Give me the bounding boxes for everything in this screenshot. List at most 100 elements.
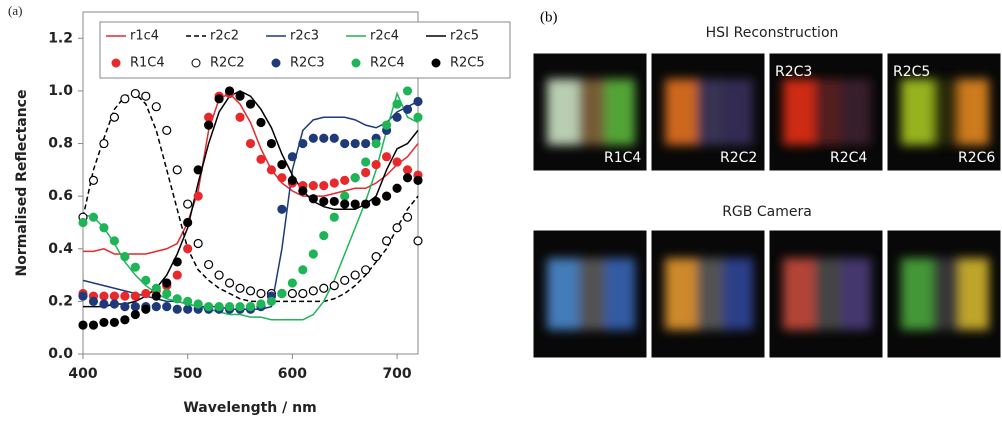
y-tick-label: 0.0 (48, 346, 73, 362)
data-point (402, 86, 413, 96)
data-point (109, 236, 120, 246)
y-tick-label: 0.6 (48, 188, 73, 204)
image-region (959, 78, 989, 146)
data-point (193, 238, 203, 249)
data-point (172, 270, 182, 280)
legend-label: R2C3 (290, 56, 325, 71)
data-point (350, 173, 360, 183)
data-point (277, 173, 287, 183)
data-point (204, 112, 214, 122)
data-point (361, 138, 371, 149)
data-point (319, 133, 329, 143)
data-point (371, 196, 381, 207)
image-label: R2C3 (775, 64, 812, 80)
data-point (235, 283, 245, 293)
data-point (413, 236, 423, 246)
data-point (204, 120, 214, 130)
data-point (130, 291, 140, 301)
image-label: R2C4 (830, 150, 867, 166)
image-region (697, 258, 723, 330)
data-point (172, 294, 182, 304)
data-point (361, 265, 371, 275)
data-point (78, 320, 88, 330)
data-point (235, 91, 245, 101)
data-point (151, 283, 161, 293)
data-point (88, 320, 99, 330)
image-region (783, 258, 815, 330)
x-tick-label: 600 (278, 366, 307, 382)
image-region (901, 78, 933, 146)
image-region (665, 78, 697, 146)
data-point (329, 178, 339, 188)
data-point (371, 159, 381, 170)
data-point (109, 299, 120, 309)
legend-label: R2C4 (370, 56, 405, 71)
data-point (130, 309, 140, 320)
y-tick-label: 0.8 (48, 136, 73, 152)
data-point (193, 165, 203, 175)
series-line (82, 92, 419, 303)
image-label: R2C2 (720, 150, 757, 166)
data-point (298, 288, 308, 299)
heading: RGB Camera (722, 204, 812, 220)
image-region (841, 258, 871, 330)
data-point (298, 138, 308, 149)
data-point (308, 194, 318, 204)
data-point (78, 217, 88, 228)
data-point (183, 296, 193, 306)
data-point (381, 191, 392, 201)
data-point (245, 302, 256, 312)
data-point (193, 299, 203, 309)
data-point (109, 112, 120, 122)
image-label: R2C5 (893, 64, 930, 80)
data-point (224, 86, 235, 96)
data-point (277, 288, 287, 299)
panel-label: (a) (8, 3, 22, 18)
image-region (841, 78, 871, 146)
data-point (162, 302, 172, 312)
data-point (298, 186, 308, 196)
data-point (319, 231, 329, 241)
data-point (371, 138, 381, 149)
data-point (266, 165, 277, 175)
series-line (82, 91, 419, 321)
data-point (172, 165, 182, 175)
image-region (815, 258, 841, 330)
data-point (287, 288, 297, 299)
data-point (141, 304, 151, 314)
data-point (245, 138, 256, 149)
data-point (413, 112, 423, 122)
data-point (151, 302, 161, 312)
data-point (381, 120, 392, 130)
y-tick-label: 1.0 (48, 83, 73, 99)
legend-label: R1C4 (130, 56, 165, 71)
data-point (204, 259, 214, 270)
data-point (109, 317, 120, 328)
data-point (361, 157, 371, 167)
y-axis-label: Normalised Reflectance (14, 90, 30, 277)
data-point (193, 191, 203, 201)
image-region (665, 258, 697, 330)
data-point (402, 173, 413, 183)
data-point (402, 104, 413, 114)
data-point (162, 278, 172, 288)
legend-symbol (271, 58, 281, 68)
data-point (99, 291, 109, 301)
data-point (88, 296, 99, 306)
data-point (308, 181, 318, 191)
data-point (120, 315, 130, 325)
image-region (547, 78, 579, 146)
data-point (235, 112, 245, 122)
data-point (340, 138, 350, 149)
data-point (350, 138, 360, 149)
image-region (959, 258, 989, 330)
legend-label: r2c4 (370, 29, 399, 44)
data-point (172, 304, 182, 314)
series-line (83, 92, 419, 255)
image-content (901, 258, 989, 330)
data-point (99, 299, 109, 309)
image-region (901, 258, 933, 330)
data-point (151, 291, 161, 301)
data-point (340, 191, 350, 201)
data-point (361, 167, 371, 178)
